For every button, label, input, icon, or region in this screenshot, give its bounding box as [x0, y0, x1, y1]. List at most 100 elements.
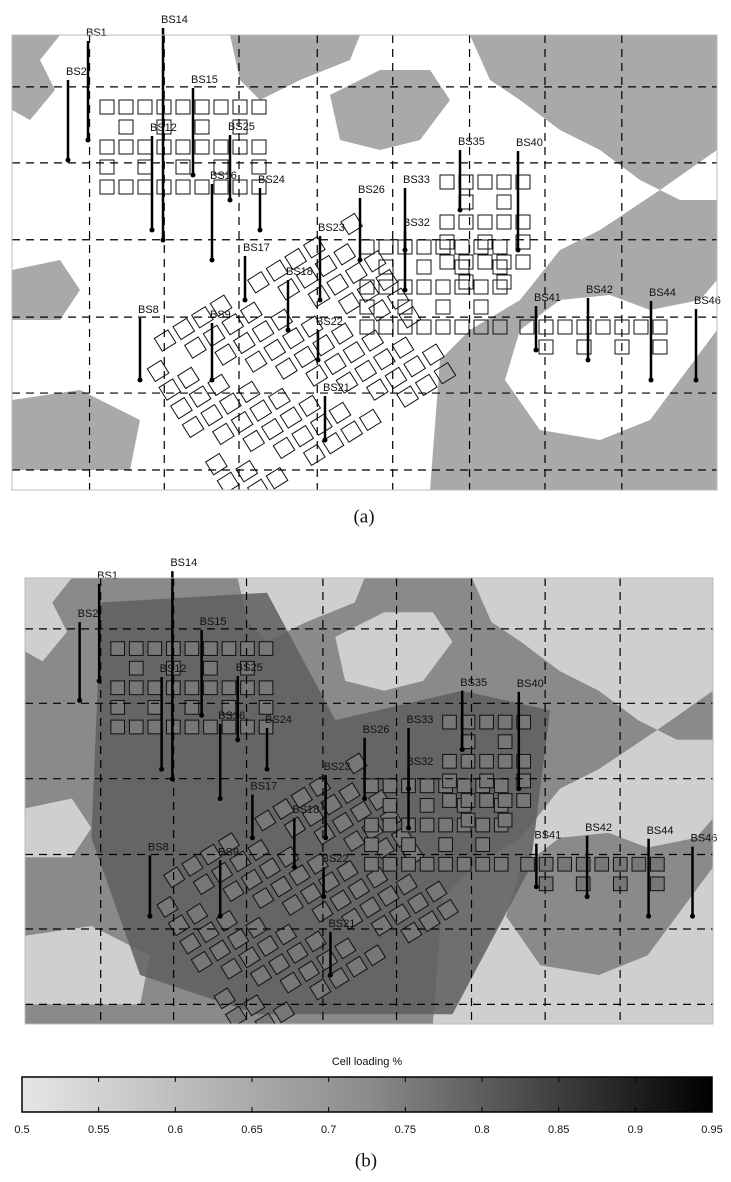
station-base	[328, 972, 333, 977]
building	[480, 715, 494, 729]
station-label: BS35	[458, 136, 485, 148]
building	[185, 642, 199, 656]
building	[259, 642, 273, 656]
station-base	[586, 358, 591, 363]
tick-label: 0.6	[168, 1124, 183, 1136]
station-base	[66, 158, 71, 163]
station-base	[250, 835, 255, 840]
station-label: BS21	[328, 918, 355, 930]
tick-label: 0.95	[701, 1124, 722, 1136]
building	[241, 642, 255, 656]
station-label: BS17	[250, 781, 277, 793]
station-label: BS22	[316, 316, 343, 328]
building	[651, 877, 665, 891]
building	[457, 779, 471, 793]
station-base	[649, 378, 654, 383]
station-label: BS14	[161, 14, 188, 26]
station-base	[86, 138, 91, 143]
building	[185, 720, 199, 734]
building	[259, 701, 273, 715]
building	[457, 857, 471, 871]
station-base	[403, 288, 408, 293]
building	[517, 794, 531, 808]
station-label: BS24	[265, 714, 292, 726]
station-label: BS18	[292, 804, 319, 816]
building	[420, 857, 434, 871]
building	[365, 838, 379, 852]
station-label: BS42	[586, 284, 613, 296]
building	[443, 774, 457, 788]
building	[185, 681, 199, 695]
station-base	[694, 378, 699, 383]
station-label: BS24	[258, 174, 285, 186]
building	[498, 813, 512, 827]
station-base	[286, 328, 291, 333]
building	[129, 642, 143, 656]
building	[420, 799, 434, 813]
building	[222, 681, 236, 695]
station-base	[97, 678, 102, 683]
building	[420, 779, 434, 793]
map-panel	[25, 578, 713, 1045]
station-base	[147, 914, 152, 919]
building	[383, 799, 397, 813]
station-label: BS12	[150, 122, 177, 134]
station-label: BS40	[516, 137, 543, 149]
map-panel	[12, 35, 717, 512]
building	[222, 642, 236, 656]
building	[241, 720, 255, 734]
station-base	[77, 698, 82, 703]
station-label: BS8	[148, 841, 169, 853]
building	[241, 681, 255, 695]
tick-label: 0.65	[241, 1124, 262, 1136]
station-base	[358, 258, 363, 263]
station-label: BS40	[517, 678, 544, 690]
building	[129, 720, 143, 734]
station-base	[585, 894, 590, 899]
building	[148, 642, 162, 656]
station-label: BS26	[358, 184, 385, 196]
station-label: BS35	[460, 677, 487, 689]
station-label: BS44	[647, 825, 674, 837]
building	[111, 681, 125, 695]
station-base	[138, 378, 143, 383]
station-base	[210, 258, 215, 263]
building	[222, 720, 236, 734]
building	[539, 877, 553, 891]
station-base	[235, 737, 240, 742]
station-base	[191, 173, 196, 178]
station-label: BS42	[585, 822, 612, 834]
station-label: BS41	[534, 830, 561, 842]
station-label: BS1	[97, 570, 118, 582]
station-label: BS23	[324, 761, 351, 773]
building	[204, 661, 218, 675]
building	[651, 857, 665, 871]
building	[498, 794, 512, 808]
colorbar-title: Cell loading %	[332, 1056, 403, 1068]
building	[402, 857, 416, 871]
building	[111, 720, 125, 734]
building	[521, 857, 535, 871]
building	[383, 818, 397, 832]
tick-label: 0.7	[321, 1124, 336, 1136]
station-base	[150, 228, 155, 233]
building	[443, 715, 457, 729]
station-base	[458, 208, 463, 213]
building	[476, 857, 490, 871]
station-base	[265, 767, 270, 772]
building	[420, 818, 434, 832]
station-base	[534, 348, 539, 353]
station-base	[534, 884, 539, 889]
station-label: BS14	[170, 557, 197, 569]
figure: BS1BS14BS2BS15BS12BS25BS16BS24BS17BS18BS…	[0, 0, 731, 1182]
building	[129, 661, 143, 675]
station-base	[516, 786, 521, 791]
station-label: BS1	[86, 27, 107, 39]
building	[439, 857, 453, 871]
station-label: BS26	[363, 724, 390, 736]
station-label: BS41	[534, 292, 561, 304]
building	[632, 857, 646, 871]
station-label: BS9	[218, 846, 239, 858]
building	[439, 838, 453, 852]
building	[148, 701, 162, 715]
